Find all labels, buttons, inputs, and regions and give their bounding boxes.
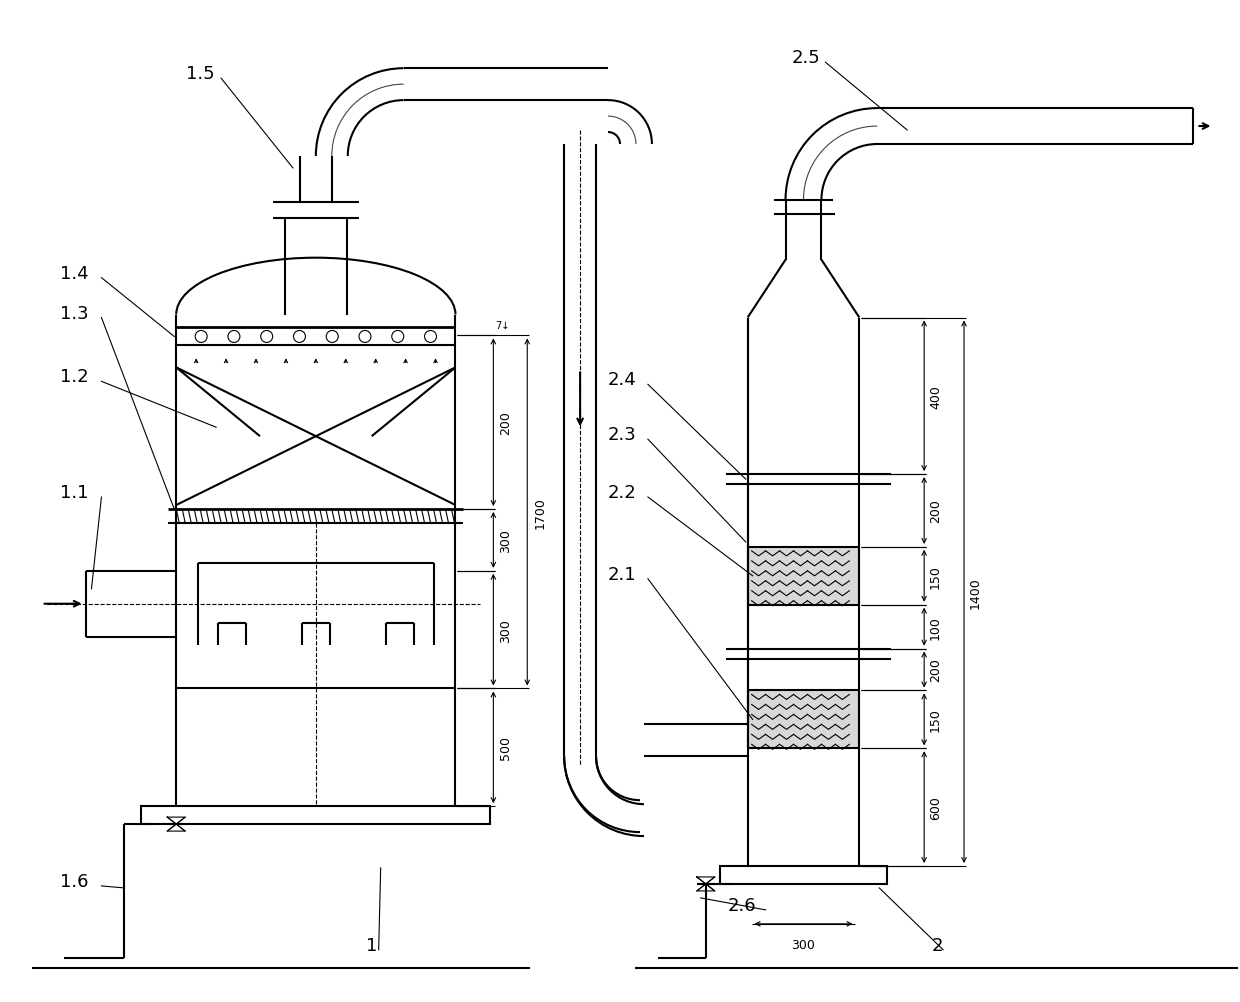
Text: 2.2: 2.2 [608,484,637,502]
Text: 100: 100 [929,615,942,639]
Text: 2.1: 2.1 [608,565,636,583]
Text: 2.3: 2.3 [608,426,637,444]
Text: 1.1: 1.1 [60,484,88,502]
Bar [748,547,859,605]
Text: 300: 300 [500,618,512,642]
Text: 1.6: 1.6 [60,872,88,890]
Text: 1400: 1400 [968,576,982,608]
Text: 7↓: 7↓ [495,321,510,330]
Text: 200: 200 [929,499,942,523]
Bar [719,866,888,884]
Text: 150: 150 [929,707,942,731]
Text: 200: 200 [500,411,512,435]
Bar [748,690,859,748]
Text: 1.2: 1.2 [60,368,88,386]
Text: 2: 2 [931,936,942,954]
Text: 300: 300 [791,938,816,951]
Text: 150: 150 [929,564,942,588]
Text: 2.5: 2.5 [791,49,821,67]
Text: 2.4: 2.4 [608,371,637,389]
Text: 400: 400 [929,385,942,409]
Bar [141,807,490,825]
Text: 300: 300 [500,528,512,552]
Text: 1.5: 1.5 [186,65,215,83]
Text: 1.4: 1.4 [60,265,88,283]
Text: 1: 1 [366,936,377,954]
Text: 1.3: 1.3 [60,305,88,323]
Text: 200: 200 [929,658,942,681]
Text: 600: 600 [929,796,942,820]
Text: 500: 500 [500,735,512,760]
Text: 1700: 1700 [533,497,547,528]
Text: 2.6: 2.6 [728,896,756,914]
